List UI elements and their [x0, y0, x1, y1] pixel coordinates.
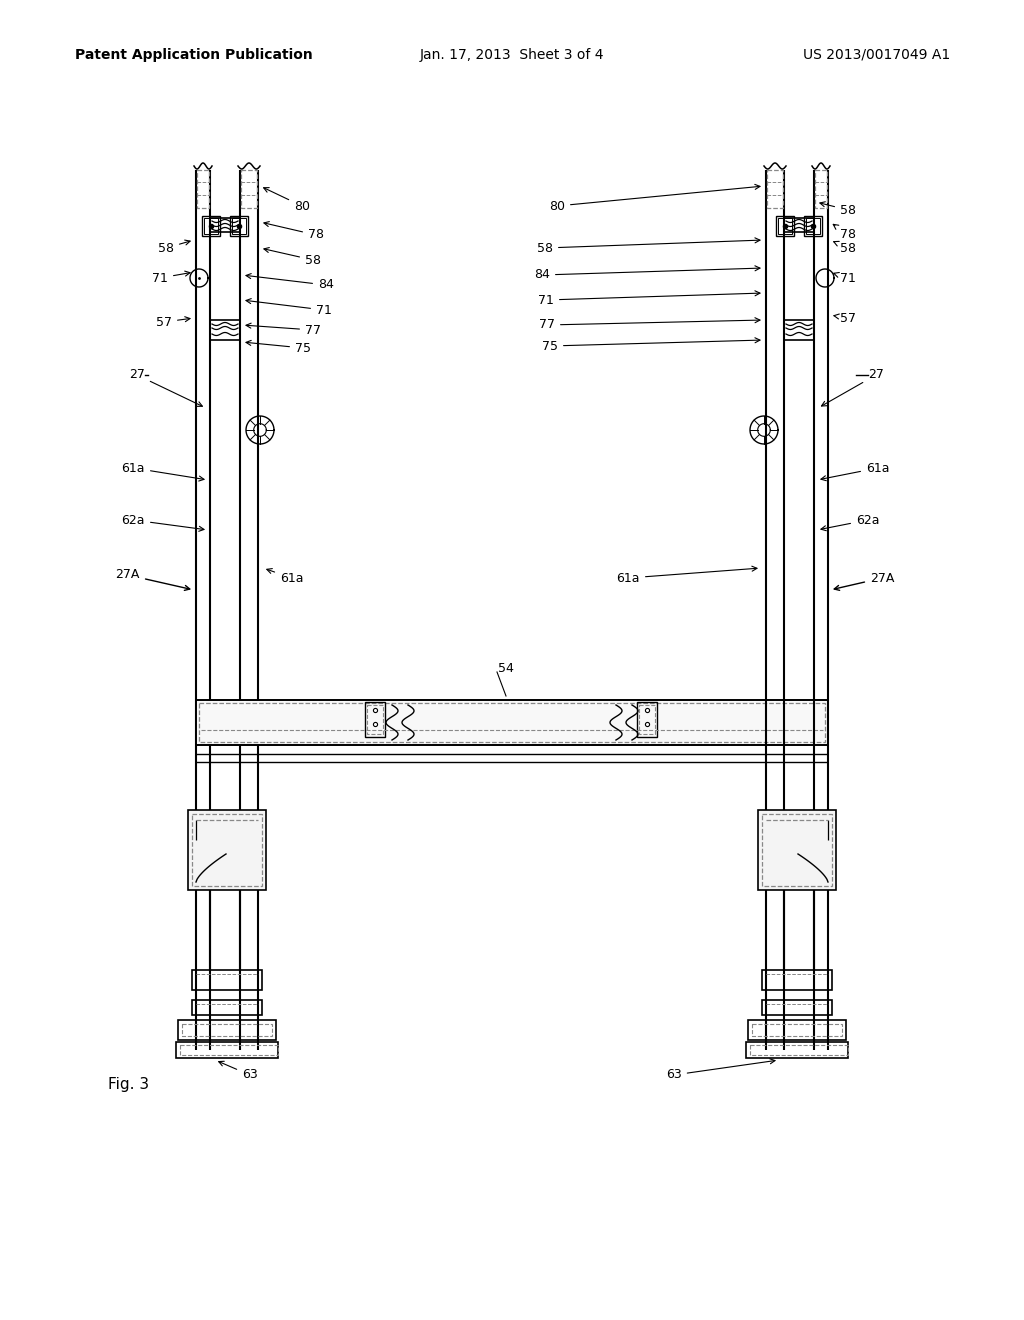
Bar — [804, 216, 822, 236]
Text: 77: 77 — [246, 323, 321, 337]
Bar — [762, 814, 831, 886]
Bar — [182, 1024, 272, 1036]
Bar — [188, 810, 266, 890]
Text: 62a: 62a — [821, 513, 880, 531]
Bar — [196, 700, 828, 744]
Text: 71: 71 — [153, 271, 190, 285]
Text: 54: 54 — [498, 661, 514, 675]
Text: 57: 57 — [834, 312, 856, 325]
Bar — [746, 1041, 848, 1059]
Text: 63: 63 — [666, 1059, 775, 1081]
Text: Patent Application Publication: Patent Application Publication — [75, 48, 312, 62]
Bar — [193, 814, 262, 886]
Bar — [230, 216, 248, 236]
Text: 80: 80 — [263, 187, 310, 213]
Text: 58: 58 — [537, 238, 760, 255]
Text: 84: 84 — [246, 273, 334, 292]
Bar — [806, 218, 820, 234]
Bar — [178, 1020, 276, 1040]
Text: 61a: 61a — [122, 462, 204, 480]
Text: Fig. 3: Fig. 3 — [108, 1077, 150, 1093]
Text: 58: 58 — [834, 242, 856, 255]
Bar — [193, 1001, 262, 1015]
Bar — [202, 216, 220, 236]
Text: 58: 58 — [264, 248, 321, 267]
Text: 78: 78 — [264, 222, 324, 242]
Bar — [815, 170, 827, 209]
Text: 61a: 61a — [267, 569, 303, 585]
Text: 77: 77 — [539, 318, 760, 331]
Text: 58: 58 — [820, 202, 856, 216]
Bar — [367, 705, 383, 734]
Bar — [241, 170, 257, 209]
Bar — [197, 170, 209, 209]
Bar — [637, 702, 657, 737]
Text: 27A: 27A — [116, 569, 189, 590]
Text: 27: 27 — [129, 368, 203, 407]
Bar — [204, 218, 218, 234]
Bar — [639, 705, 655, 734]
Text: 61a: 61a — [616, 566, 757, 585]
Bar — [193, 970, 262, 990]
Text: 84: 84 — [535, 265, 760, 281]
Bar — [767, 170, 783, 209]
Bar — [180, 1045, 278, 1055]
Text: 63: 63 — [219, 1061, 258, 1081]
Bar — [232, 218, 246, 234]
Bar — [776, 216, 794, 236]
Text: US 2013/0017049 A1: US 2013/0017049 A1 — [803, 48, 950, 62]
Text: 27A: 27A — [835, 572, 894, 590]
Text: 58: 58 — [158, 240, 190, 255]
Bar — [762, 970, 831, 990]
Text: 57: 57 — [156, 315, 190, 329]
Bar — [750, 1045, 848, 1055]
Text: 80: 80 — [549, 185, 760, 213]
Bar — [752, 1024, 842, 1036]
Bar — [748, 1020, 846, 1040]
Text: 71: 71 — [834, 272, 856, 285]
Text: 75: 75 — [542, 338, 760, 352]
Text: Jan. 17, 2013  Sheet 3 of 4: Jan. 17, 2013 Sheet 3 of 4 — [420, 48, 604, 62]
Bar — [176, 1041, 278, 1059]
Bar — [758, 810, 836, 890]
Text: 71: 71 — [539, 290, 760, 306]
Bar — [762, 1001, 831, 1015]
Text: 27: 27 — [821, 368, 884, 407]
Bar — [365, 702, 385, 737]
Text: 61a: 61a — [821, 462, 890, 480]
Text: 78: 78 — [834, 224, 856, 242]
Text: 75: 75 — [246, 341, 311, 355]
Bar — [778, 218, 792, 234]
Text: 71: 71 — [246, 298, 332, 317]
Bar — [199, 704, 825, 742]
Text: 62a: 62a — [122, 513, 204, 531]
